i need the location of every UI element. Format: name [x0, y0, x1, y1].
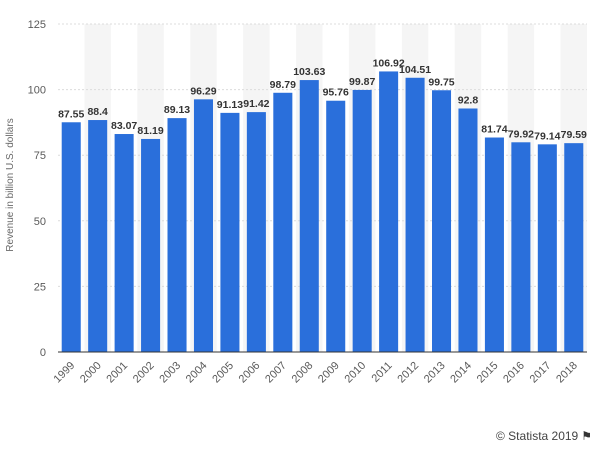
x-tick-label: 2011 [370, 360, 395, 385]
x-tick-label: 2012 [395, 360, 421, 386]
bar-2014[interactable] [458, 108, 478, 352]
bar-2013[interactable] [432, 90, 452, 353]
y-tick-label: 0 [40, 347, 46, 359]
data-label-2013: 99.75 [428, 76, 454, 88]
x-tick-label: 2014 [448, 360, 474, 386]
y-tick-label: 25 [34, 281, 46, 293]
data-label-2016: 79.92 [508, 128, 534, 140]
data-label-1999: 87.55 [58, 108, 84, 120]
x-tick-label: 2007 [263, 360, 289, 386]
bar-2018[interactable] [564, 143, 584, 352]
data-label-2001: 83.07 [111, 120, 137, 132]
data-label-2004: 96.29 [190, 85, 216, 97]
y-tick-label: 75 [34, 150, 46, 162]
data-label-2010: 99.87 [349, 76, 375, 88]
bar-2010[interactable] [352, 89, 372, 353]
data-label-2012: 104.51 [399, 64, 431, 76]
y-tick-label: 50 [34, 216, 46, 228]
data-label-2006: 91.42 [243, 98, 269, 110]
bar-2008[interactable] [299, 80, 319, 352]
credit-text: © Statista 2019 [496, 429, 579, 443]
x-tick-label: 1999 [52, 360, 78, 386]
bar-2012[interactable] [405, 77, 425, 353]
x-tick-label: 2005 [210, 360, 236, 386]
statista-credit[interactable]: © Statista 2019 ⚑ [496, 429, 592, 443]
y-axis-ticks: 0 25 50 75 100 125 [28, 19, 46, 359]
bar-2011[interactable] [379, 71, 399, 352]
x-tick-label: 2002 [131, 360, 157, 386]
x-tick-label: 2001 [104, 360, 130, 386]
x-tick-label: 2004 [184, 360, 210, 386]
x-tick-label: 2013 [422, 360, 448, 386]
x-tick-label: 2009 [316, 360, 342, 386]
bar-2003[interactable] [167, 118, 187, 352]
data-label-2009: 95.76 [323, 87, 349, 99]
bar-2007[interactable] [273, 92, 293, 353]
data-label-2011: 106.92 [373, 57, 405, 69]
x-tick-label: 2018 [554, 360, 580, 386]
data-label-2014: 92.8 [458, 94, 479, 106]
data-label-2015: 81.74 [481, 124, 507, 136]
bars [61, 71, 584, 353]
x-tick-label: 2008 [290, 360, 316, 386]
bar-2016[interactable] [511, 142, 531, 352]
x-tick-label: 2016 [501, 360, 527, 386]
x-tick-label: 2017 [528, 360, 554, 386]
data-label-2003: 89.13 [164, 104, 190, 116]
x-tick-label: 2000 [78, 360, 104, 386]
y-axis-label: Revenue in billion U.S. dollars [5, 118, 16, 251]
bar-2000[interactable] [88, 120, 108, 353]
bar-1999[interactable] [61, 122, 81, 352]
data-label-2005: 91.13 [217, 99, 243, 111]
y-tick-label: 100 [28, 85, 46, 97]
y-tick-label: 125 [28, 19, 46, 31]
bar-2002[interactable] [141, 138, 161, 352]
bar-2004[interactable] [193, 99, 213, 352]
x-tick-label: 2006 [237, 360, 263, 386]
x-axis-ticks: 1999 2000 2001 2002 2003 2004 2005 2006 2007 2008… [52, 360, 580, 386]
x-tick-label: 2003 [157, 360, 183, 386]
data-label-2007: 98.79 [270, 79, 296, 91]
bar-2015[interactable] [484, 137, 504, 352]
bar-2006[interactable] [246, 112, 266, 352]
data-label-2000: 88.4 [87, 106, 108, 118]
bar-2001[interactable] [114, 134, 134, 352]
data-label-2008: 103.63 [293, 66, 325, 78]
bar-2009[interactable] [326, 100, 346, 352]
flag-icon[interactable]: ⚑ [581, 429, 592, 443]
x-tick-label: 2010 [342, 360, 368, 386]
data-label-2002: 81.19 [137, 125, 163, 137]
bar-2017[interactable] [537, 144, 557, 352]
x-tick-label: 2015 [475, 360, 501, 386]
data-label-2018: 79.59 [561, 129, 587, 141]
data-label-2017: 79.14 [534, 130, 560, 142]
bar-2005[interactable] [220, 112, 240, 352]
